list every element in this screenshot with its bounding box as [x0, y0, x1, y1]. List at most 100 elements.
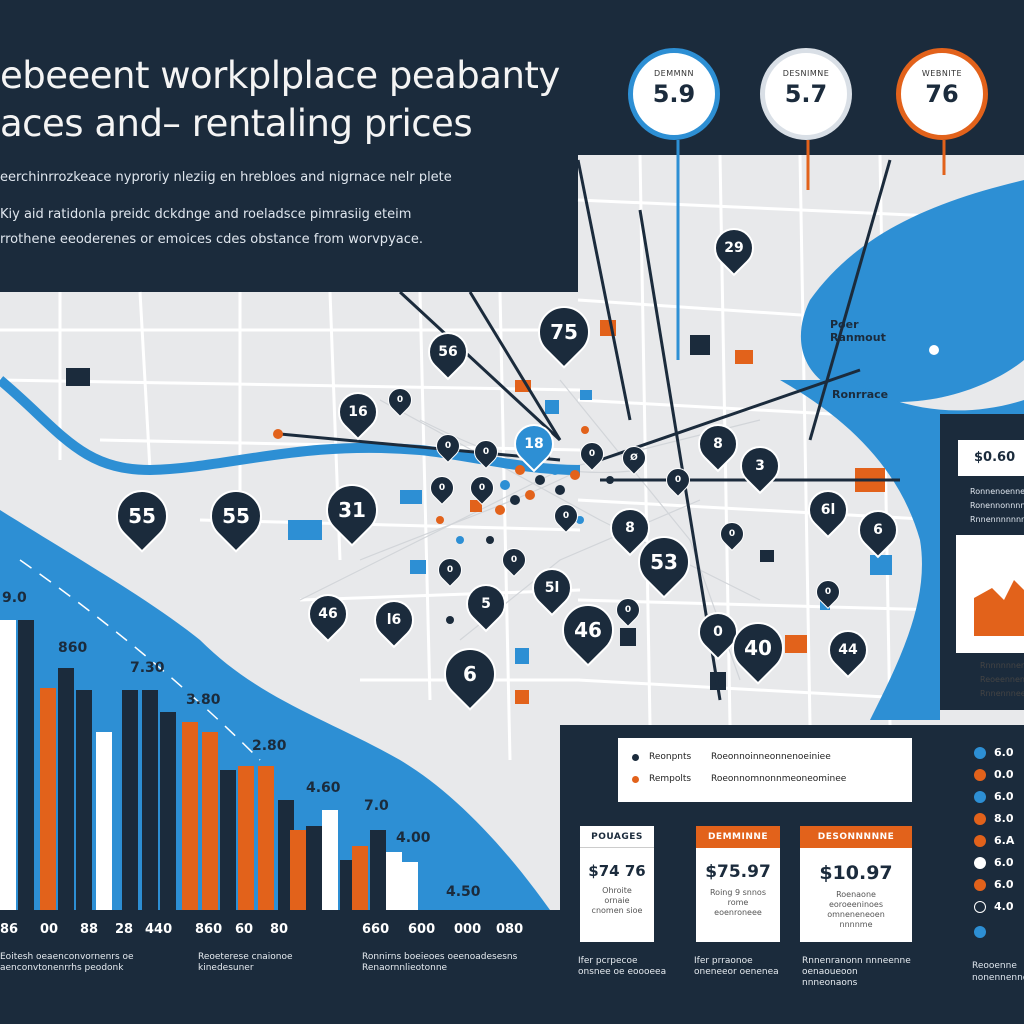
- card-footer: Rnnenranonn nnneenne oenaoueoon nnneonao…: [802, 956, 911, 988]
- price-card-value: $74 76: [588, 862, 646, 880]
- chart-bar: [290, 830, 306, 910]
- list-dot: [974, 900, 986, 913]
- gauge-3: WEBNITE 76: [896, 48, 988, 140]
- pin-value: 0: [824, 587, 832, 597]
- bar-value-label: 7.30: [130, 660, 165, 676]
- gauge-1: DEMMNN 5.9: [628, 48, 720, 140]
- ferry-route: [19, 559, 261, 761]
- chart-bar: [402, 862, 418, 910]
- right-panel-price: $0.60: [958, 440, 1024, 476]
- card-footer: Ifer prraonoe oneneeor oenenea: [694, 956, 779, 977]
- right-panel-text: Ronennonnnnnnnnoe: [970, 501, 1024, 510]
- x-tick: 86: [0, 922, 19, 937]
- legend-desc: Roeonnoinneonnenoeiniee: [711, 752, 831, 762]
- legend-key: Rempolts: [649, 774, 692, 784]
- district-label-line-1: Poer: [830, 318, 859, 331]
- chart-bar: [142, 690, 158, 910]
- chart-bar: [220, 770, 236, 910]
- subtitle-2: Kiy aid ratidonla preidc dckdnge and roe…: [0, 207, 412, 222]
- chart-bar: [96, 732, 112, 910]
- price-card-note: Ohroite ornaie cnomen sioe: [591, 886, 643, 915]
- gauge-1-label: DEMMNN: [654, 69, 694, 78]
- price-card[interactable]: DEMMINNE $75.97 Roing 9 snnos rome eoenr…: [696, 826, 780, 942]
- list-value: 4.0: [994, 900, 1014, 913]
- legend-key: Reonpnts: [649, 752, 692, 762]
- chart-bar: [238, 766, 254, 910]
- pin-value: 0: [438, 483, 446, 493]
- pin-value: 40: [744, 636, 772, 660]
- price-card-note: Roenaone eoroeeninoes omneneneoen nnnnme: [827, 890, 885, 929]
- pin-value: 53: [650, 550, 678, 574]
- title-line-2: aces and– rentaling prices: [0, 102, 473, 145]
- bar-value-label: 2.80: [252, 738, 287, 754]
- pin-value: 0: [478, 483, 486, 493]
- chart-bar: [386, 852, 402, 910]
- price-card-value: $10.97: [819, 862, 893, 884]
- price-card-head: DESONNNNNE: [800, 826, 912, 848]
- pin-value: 56: [438, 344, 458, 360]
- chart-bar: [352, 846, 368, 910]
- pin-value: 55: [128, 504, 156, 528]
- right-list-row: 6.0: [974, 790, 1014, 803]
- dot-cluster: [436, 426, 614, 624]
- card-footer: Ifer pcrpecoe onsnee oe eoooeea: [578, 956, 667, 977]
- map-legend: Reonpnts Roeonnoinneonnenoeiniee Rempolt…: [618, 738, 912, 802]
- list-value: 6.A: [994, 834, 1015, 847]
- right-list-row: 6.0: [974, 856, 1014, 869]
- pin-value: 6: [463, 662, 477, 686]
- footer-note: Eoitesh oeaenconvornenrs oe aenconvtonen…: [0, 952, 134, 973]
- x-tick: 080: [496, 922, 524, 937]
- bar-value-label: 7.0: [364, 798, 389, 814]
- list-dot: [974, 768, 986, 781]
- chart-bar: [258, 766, 274, 910]
- bar-value-label: 860: [58, 640, 88, 656]
- pin-value: 0: [562, 511, 570, 521]
- pin-value: 3: [755, 458, 765, 474]
- list-value: 6.0: [994, 790, 1014, 803]
- right-list-row: 6.0: [974, 746, 1014, 759]
- x-tick: 80: [270, 922, 289, 937]
- list-value: 0.0: [994, 768, 1014, 781]
- gauge-2: DESNIMNE 5.7: [760, 48, 852, 140]
- bar-value-label: 4.60: [306, 780, 341, 796]
- gauge-1-value: 5.9: [652, 80, 696, 108]
- x-tick: 440: [145, 922, 173, 937]
- pin-value: l6: [386, 612, 402, 628]
- pin-value: 29: [724, 240, 744, 256]
- chart-baseline: [0, 910, 560, 1024]
- map-node: [273, 429, 283, 439]
- pin-value: 46: [318, 606, 338, 622]
- right-list-row: 6.A: [974, 834, 1014, 847]
- legend-row: Rempolts Roeonnomnonnmeoneominee: [632, 768, 898, 790]
- bar-value-label: 3.80: [186, 692, 221, 708]
- list-value: 6.0: [994, 856, 1014, 869]
- price-card[interactable]: DESONNNNNE $10.97 Roenaone eoroeeninoes …: [800, 826, 912, 942]
- pin-value: 75: [550, 320, 578, 344]
- right-panel-text: Rnnennnnnnnnnnee: [970, 515, 1024, 524]
- right-list-row: 4.0: [974, 900, 1014, 913]
- x-tick: 88: [80, 922, 99, 937]
- chart-bar: [76, 690, 92, 910]
- mini-chart-area: [974, 580, 1024, 636]
- legend-row: Reonpnts Roeonnoinneonnenoeiniee: [632, 746, 898, 768]
- footer-note: Reoeterese cnaionoe kinedesuner: [198, 952, 293, 973]
- chart-bar: [0, 620, 16, 910]
- gauge-3-label: WEBNITE: [921, 69, 963, 78]
- price-card[interactable]: POUAGES $74 76 Ohroite ornaie cnomen sio…: [580, 826, 654, 942]
- gauge-2-label: DESNIMNE: [782, 69, 830, 78]
- gauge-2-value: 5.7: [784, 80, 828, 108]
- bar-value-label: 4.00: [396, 830, 431, 846]
- x-tick: 600: [408, 922, 436, 937]
- chart-bar: [322, 810, 338, 910]
- pin-value: 18: [524, 436, 544, 452]
- river-label: Ronrrace: [832, 388, 889, 401]
- x-tick: 28: [115, 922, 134, 937]
- pin-value: 0: [444, 441, 452, 451]
- list-dot: [974, 856, 986, 869]
- title-line-1: ebeeent workplplace peabanty: [0, 54, 560, 97]
- bar-value-label: 4.50: [446, 884, 481, 900]
- list-dot: [974, 834, 986, 847]
- legend-desc: Roeonnomnonnmeoneominee: [711, 774, 847, 784]
